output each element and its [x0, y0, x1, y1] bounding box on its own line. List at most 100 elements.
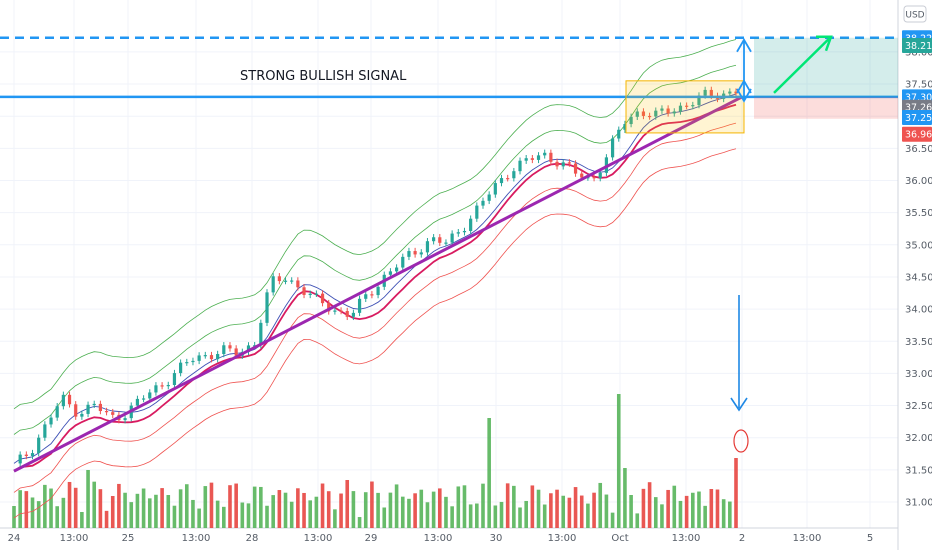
projection-arrow — [773, 36, 831, 94]
candle-body — [111, 412, 115, 415]
candle-body — [425, 241, 430, 253]
candle-body — [308, 293, 312, 295]
volume-bar — [400, 496, 405, 528]
volume-bar — [110, 495, 115, 528]
volume-bar — [222, 506, 226, 528]
candle-body — [734, 91, 738, 94]
volume-bar — [579, 495, 584, 528]
candle-body — [697, 95, 701, 106]
volume-bar — [678, 500, 683, 528]
volume-bar — [67, 481, 72, 528]
candle-body — [302, 287, 306, 295]
volume-bar — [555, 489, 559, 528]
volume-bar — [450, 506, 454, 528]
candle-body — [357, 298, 362, 313]
volume-bar — [616, 394, 621, 528]
volume-bar — [36, 501, 41, 528]
candle-body — [635, 111, 639, 117]
candle-body — [567, 162, 571, 164]
volume-bar — [357, 517, 362, 528]
volume-bar — [573, 487, 578, 528]
volume-bar — [487, 418, 491, 528]
x-tick-label: 5 — [867, 533, 873, 544]
candle-body — [86, 404, 90, 414]
candle-body — [141, 398, 146, 400]
volume-bar — [388, 492, 393, 528]
candle-body — [37, 437, 41, 454]
volume-bar — [647, 482, 652, 528]
volume-bar — [166, 495, 171, 528]
price-badge-bg — [902, 126, 932, 142]
candle-body — [18, 454, 22, 464]
candle-body — [203, 355, 207, 357]
x-tick-label: 13:00 — [672, 533, 701, 544]
candle-body — [660, 108, 664, 111]
candle-body — [450, 233, 454, 243]
volume-bar — [493, 505, 498, 528]
price-badge-label: 37.26 — [905, 103, 932, 114]
y-tick-label: 35.00 — [905, 240, 932, 251]
volume-bar — [12, 506, 16, 528]
volume-bar — [481, 483, 485, 528]
candle-body — [185, 362, 189, 364]
candle-body — [617, 129, 621, 139]
candle-body — [388, 271, 393, 275]
candle-body — [401, 256, 405, 268]
candle-body — [444, 242, 448, 244]
measured-move-arrowhead-inner — [736, 79, 752, 94]
candle-body — [678, 105, 683, 112]
volume-bar — [567, 497, 572, 528]
candle-body — [160, 385, 164, 387]
volume-bar — [135, 493, 140, 528]
grid — [0, 0, 899, 550]
y-tick-label: 32.50 — [905, 401, 932, 412]
candle-body — [641, 111, 646, 116]
candle-body — [623, 124, 627, 130]
y-tick-label: 37.50 — [905, 80, 932, 91]
y-tick-label: 35.50 — [905, 208, 932, 219]
y-tick-label: 36.50 — [905, 144, 932, 155]
candle-body — [487, 194, 491, 201]
x-tick-label: 24 — [8, 533, 21, 544]
volume-bar — [228, 485, 232, 528]
volume-pointer-arrowhead — [730, 397, 748, 412]
candle-body — [296, 280, 300, 288]
volume-bar — [283, 492, 288, 528]
candle-body — [709, 89, 713, 96]
x-tick-label: Oct — [611, 533, 628, 544]
candle-body — [148, 392, 152, 399]
currency-button[interactable]: USD — [903, 5, 927, 23]
candle-body — [351, 312, 356, 317]
measured-move-arrowhead-bottom — [736, 88, 752, 103]
x-tick-label: 13:00 — [304, 533, 333, 544]
volume-bar — [660, 504, 664, 528]
candle-body — [376, 286, 380, 296]
volume-bar — [592, 492, 596, 528]
candle-body — [92, 403, 96, 406]
candle-body — [327, 303, 331, 312]
stop-zone — [754, 96, 898, 119]
volume-bar — [160, 488, 164, 528]
x-tick-label: 13:00 — [182, 533, 211, 544]
candle-body — [493, 183, 497, 195]
volume-bar — [197, 508, 201, 528]
volume-bar — [351, 491, 356, 528]
x-tick-label: 13:00 — [424, 533, 453, 544]
volume-bar — [18, 490, 22, 528]
candle-body — [222, 345, 226, 355]
volume-bar — [203, 486, 208, 528]
bands — [13, 39, 737, 519]
candle-body — [228, 345, 232, 349]
candle-body — [191, 360, 195, 363]
volume-bar — [382, 507, 387, 528]
y-tick-label: 36.00 — [905, 176, 932, 187]
volume-bar — [721, 499, 726, 528]
volume-bar — [653, 497, 658, 528]
y-tick-label: 31.50 — [905, 465, 932, 476]
y-tick-label: 32.00 — [905, 433, 932, 444]
y-tick-label: 31.00 — [905, 498, 932, 509]
candle-body — [283, 280, 288, 282]
volume-bar — [425, 502, 430, 528]
price-badge-bg — [902, 37, 932, 53]
